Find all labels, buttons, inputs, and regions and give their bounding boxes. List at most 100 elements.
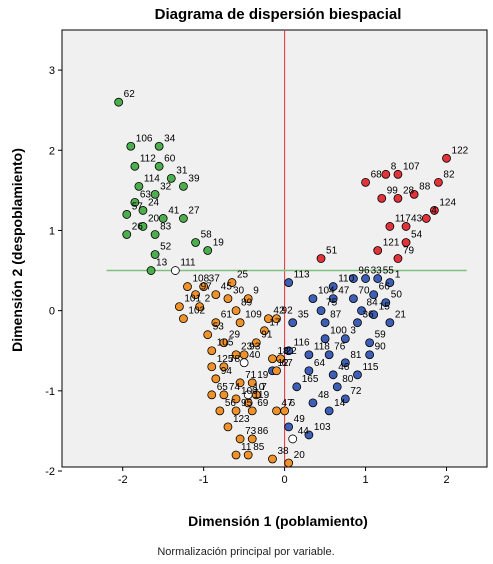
- point-label: 49: [294, 414, 306, 425]
- data-point-orange: [207, 362, 217, 372]
- point-label: 23: [241, 342, 253, 353]
- data-point-blue: [353, 370, 362, 380]
- data-point-blue: [340, 394, 350, 404]
- point-label: 1: [395, 270, 401, 281]
- point-label: 113: [294, 270, 310, 281]
- point-label: 83: [160, 221, 172, 232]
- data-point-green: [154, 141, 164, 151]
- x-tick-label: 1: [363, 474, 369, 486]
- x-tick-label: 0: [282, 474, 288, 486]
- point-label: 85: [253, 442, 265, 453]
- data-point-orange: [223, 294, 233, 304]
- data-point-blue: [316, 306, 326, 316]
- data-point-red: [361, 177, 370, 187]
- point-label: 43: [411, 213, 423, 224]
- point-label: 6: [290, 398, 296, 409]
- point-label: 35: [298, 310, 310, 321]
- point-label: 118: [314, 342, 330, 353]
- point-label: 106: [136, 133, 153, 144]
- point-label: 87: [330, 310, 342, 321]
- point-label: 52: [160, 242, 172, 253]
- data-point-orange: [268, 354, 277, 364]
- data-point-green: [179, 214, 188, 223]
- point-label: 122: [452, 145, 469, 156]
- point-label: 46: [338, 362, 350, 373]
- data-point-orange: [272, 314, 281, 324]
- point-label: 21: [395, 310, 407, 321]
- y-tick-label: 3: [49, 65, 55, 77]
- data-point-blue: [332, 382, 342, 392]
- point-label: 72: [350, 386, 362, 397]
- data-point-orange: [203, 330, 213, 340]
- data-point-orange: [272, 406, 281, 416]
- data-point-orange: [179, 314, 188, 324]
- point-label: 99: [387, 185, 399, 196]
- data-point-blue: [328, 294, 338, 304]
- point-label: 68: [371, 169, 383, 180]
- data-point-blue: [349, 294, 358, 304]
- data-point-green: [122, 210, 132, 219]
- data-point-orange: [272, 366, 281, 376]
- point-label: 73: [245, 426, 257, 437]
- data-point-green: [146, 266, 156, 275]
- point-label: 17: [269, 318, 281, 329]
- y-axis-label: Dimensión 2 (despoblamiento): [9, 148, 25, 352]
- data-point-green: [179, 181, 188, 191]
- point-label: 3: [350, 326, 356, 337]
- point-label: 100: [241, 386, 258, 397]
- data-point-red: [385, 222, 395, 231]
- data-point-blue: [328, 282, 338, 291]
- data-point-orange: [247, 406, 257, 416]
- data-point-blue: [357, 306, 366, 316]
- data-point-orange: [280, 406, 290, 416]
- point-label: 19: [213, 238, 225, 249]
- data-point-blue: [320, 318, 330, 328]
- data-point-green: [138, 222, 148, 231]
- point-label: 36: [362, 310, 374, 321]
- point-label: 32: [160, 181, 172, 192]
- data-point-orange: [199, 282, 209, 291]
- point-label: 93: [249, 342, 261, 353]
- y-tick-label: 2: [49, 145, 55, 157]
- data-point-open: [239, 358, 249, 368]
- data-point-orange: [207, 346, 217, 356]
- point-label: 18: [277, 346, 289, 357]
- point-label: 119: [253, 390, 269, 401]
- data-point-green: [154, 161, 164, 171]
- point-label: 74: [229, 382, 241, 393]
- point-label: 19: [257, 370, 269, 381]
- point-label: 51: [326, 246, 338, 257]
- data-point-blue: [365, 350, 375, 360]
- point-label: 38: [277, 446, 289, 457]
- point-label: 47: [282, 398, 294, 409]
- data-point-red: [401, 238, 411, 247]
- data-point-red: [316, 254, 326, 263]
- point-label: 62: [124, 89, 136, 100]
- data-point-blue: [284, 346, 294, 356]
- data-point-green: [114, 97, 124, 107]
- data-point-blue: [284, 422, 294, 432]
- x-tick-label: -2: [118, 474, 128, 486]
- point-label: 124: [439, 197, 456, 208]
- point-label: 28: [403, 185, 415, 196]
- y-tick-label: 0: [49, 306, 55, 318]
- point-label: 61: [221, 310, 233, 321]
- point-label: 24: [148, 197, 160, 208]
- data-point-blue: [308, 294, 318, 304]
- point-label: 104: [318, 286, 335, 297]
- point-label: 47: [338, 286, 350, 297]
- point-label: 115: [362, 362, 378, 373]
- data-point-red: [373, 246, 383, 255]
- data-point-orange: [284, 458, 294, 468]
- data-point-red: [429, 206, 439, 215]
- data-point-blue: [369, 290, 379, 300]
- data-point-orange: [231, 306, 241, 316]
- data-point-red: [401, 222, 411, 231]
- point-label: 27: [188, 205, 200, 216]
- point-label: 94: [221, 366, 233, 377]
- x-tick-label: 2: [443, 474, 449, 486]
- point-label: 30: [233, 286, 245, 297]
- data-point-orange: [195, 302, 205, 312]
- point-label: 80: [342, 374, 354, 385]
